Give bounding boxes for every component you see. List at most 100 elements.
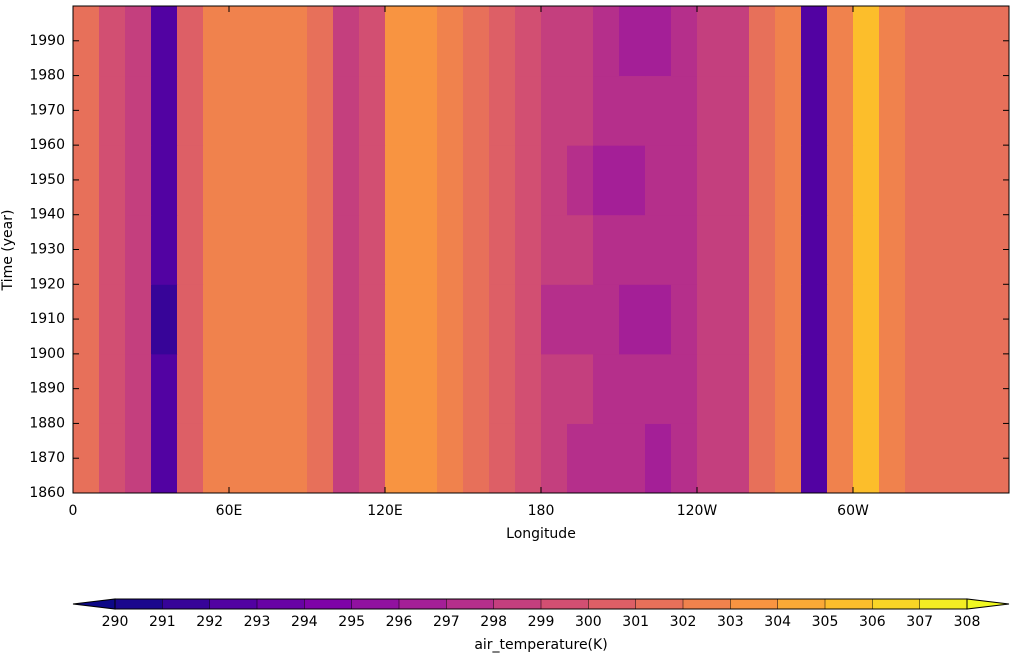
heat-cell: [255, 284, 282, 355]
heat-cell: [515, 353, 542, 424]
heat-cell: [151, 284, 178, 355]
heat-cell: [957, 214, 984, 285]
x-tick-label: 120E: [367, 503, 403, 519]
heat-cell: [827, 75, 854, 146]
heat-cell: [437, 145, 464, 216]
heat-cell: [541, 75, 568, 146]
heat-cell: [879, 6, 906, 77]
x-tick-label: 180: [528, 503, 555, 519]
colorbar-segment: [209, 599, 257, 609]
colorbar-tick-label: 295: [338, 614, 365, 630]
heat-cell: [905, 145, 932, 216]
colorbar-tick-label: 294: [291, 614, 318, 630]
heat-cell: [333, 75, 360, 146]
heat-cell: [229, 353, 256, 424]
heat-cell: [437, 284, 464, 355]
heat-cell: [99, 284, 126, 355]
heat-cell: [879, 75, 906, 146]
heat-cell: [541, 284, 568, 355]
heat-cell: [957, 284, 984, 355]
colorbar-tick-label: 300: [575, 614, 602, 630]
heat-cell: [359, 214, 386, 285]
heat-cell: [359, 423, 386, 494]
heat-cell: [177, 75, 204, 146]
x-tick-label: 60E: [216, 503, 243, 519]
heat-cell: [749, 284, 776, 355]
heat-cell: [437, 214, 464, 285]
heat-cell: [619, 6, 646, 77]
heat-cell: [99, 353, 126, 424]
heat-cell: [125, 145, 152, 216]
heat-cell: [931, 6, 958, 77]
heat-cell: [645, 284, 672, 355]
heat-cell: [229, 214, 256, 285]
heat-cell: [437, 353, 464, 424]
heat-cell: [645, 75, 672, 146]
heat-cell: [411, 284, 438, 355]
heat-cell: [515, 284, 542, 355]
heat-cell: [957, 423, 984, 494]
heat-cell: [333, 214, 360, 285]
colorbar-tick-label: 308: [954, 614, 981, 630]
colorbar-segment: [635, 599, 683, 609]
heat-cell: [411, 353, 438, 424]
y-tick-label: 1870: [29, 450, 65, 466]
heat-cell: [463, 6, 490, 77]
heat-cell: [567, 75, 594, 146]
heat-cell: [333, 423, 360, 494]
heat-cell: [281, 353, 308, 424]
heat-cell: [489, 75, 516, 146]
heat-cell: [671, 284, 698, 355]
heat-cell: [489, 6, 516, 77]
colorbar-segment: [683, 599, 731, 609]
heat-cell: [437, 423, 464, 494]
heat-cell: [749, 214, 776, 285]
colorbar-segment: [257, 599, 305, 609]
heat-cell: [853, 284, 880, 355]
heat-cell: [541, 214, 568, 285]
heat-cell: [619, 284, 646, 355]
colorbar-tick-label: 296: [386, 614, 413, 630]
colorbar-segment: [351, 599, 399, 609]
colorbar-extend-high: [966, 598, 1010, 610]
heat-cell: [255, 423, 282, 494]
heat-cell: [333, 284, 360, 355]
heat-cell: [281, 214, 308, 285]
colorbar-tick-label: 299: [528, 614, 555, 630]
heat-cell: [853, 6, 880, 77]
heat-cell: [593, 423, 620, 494]
y-tick-label: 1970: [29, 102, 65, 118]
heat-cell: [541, 6, 568, 77]
heat-cell: [749, 6, 776, 77]
heat-cell: [307, 353, 334, 424]
heat-cell: [645, 423, 672, 494]
heat-cell: [281, 284, 308, 355]
x-axis-label: Longitude: [506, 526, 576, 542]
x-tick-label: 0: [69, 503, 78, 519]
heat-cell: [99, 6, 126, 77]
heat-cell: [801, 353, 828, 424]
heat-cell: [203, 75, 230, 146]
heat-cell: [879, 145, 906, 216]
heat-cell: [957, 145, 984, 216]
y-tick-label: 1940: [29, 207, 65, 223]
colorbar-segment: [493, 599, 541, 609]
heat-cell: [99, 423, 126, 494]
heat-cell: [671, 353, 698, 424]
heat-cell: [333, 353, 360, 424]
heat-cell: [827, 145, 854, 216]
heat-cell: [723, 75, 750, 146]
heat-cell: [99, 75, 126, 146]
heat-cell: [125, 214, 152, 285]
heat-cell: [801, 6, 828, 77]
colorbar-segment: [872, 599, 920, 609]
heat-cell: [827, 353, 854, 424]
heat-cell: [567, 353, 594, 424]
heat-cell: [593, 75, 620, 146]
heat-cell: [749, 353, 776, 424]
heat-cell: [385, 6, 412, 77]
heat-cell: [853, 423, 880, 494]
heat-cell: [931, 145, 958, 216]
heat-cell: [619, 423, 646, 494]
